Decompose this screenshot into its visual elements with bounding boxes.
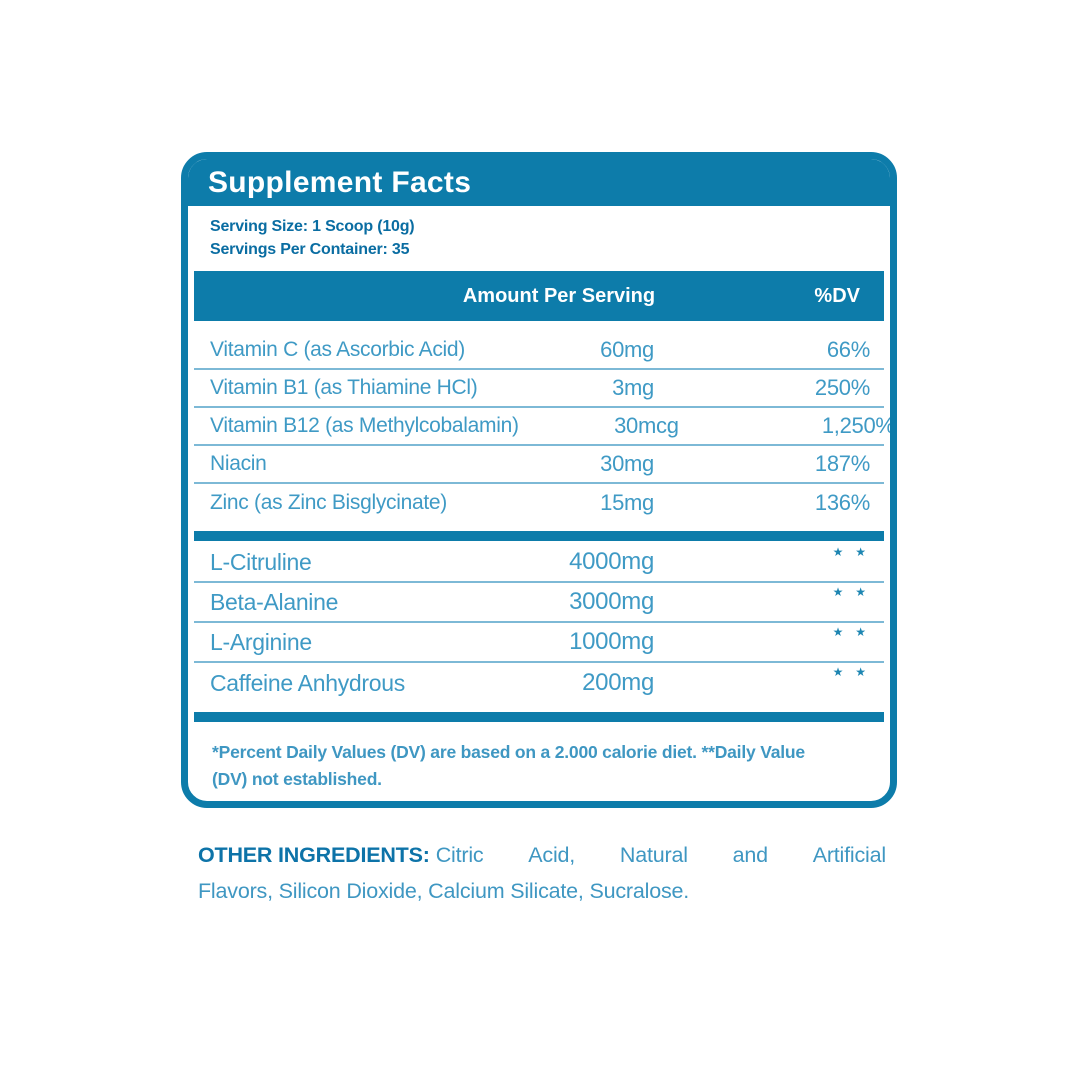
table-row: L-Arginine 1000mg ★ ★ [194,623,884,663]
ingredient-amount: 30mg [600,451,654,476]
dv-not-established-stars: ★ ★ [832,625,870,639]
ingredient-name: L-Citruline [210,548,312,575]
ingredient-name: Beta-Alanine [210,588,339,615]
amount-per-serving-header: Amount Per Serving [462,284,656,307]
ingredient-amount: 4000mg [569,548,654,575]
servings-per-container: Servings Per Container: 35 [210,241,410,258]
daily-value-footnote: *Percent Daily Values (DV) are based on … [188,722,890,793]
ingredient-dv: 187% [814,451,870,476]
panel-title-band: Supplement Facts [188,159,890,206]
ingredient-amount: 15mg [600,490,654,515]
footnote-line: *Percent Daily Values (DV) are based on … [212,742,805,762]
section-divider [194,712,884,722]
ingredient-amount: 3000mg [569,588,654,615]
ingredient-dv: 1,250% [821,413,895,438]
other-ingredients: OTHER INGREDIENTS: Citric Acid, Natural and… [198,837,886,909]
dv-not-established-stars: ★ ★ [832,585,870,599]
table-row: Caffeine Anhydrous 200mg ★ ★ [194,663,884,703]
table-row: Vitamin B12 (as Methylcobalamin) 30mcg 1… [194,408,890,446]
other-ingredients-text: Citric Acid, Natural and Artificial [435,843,886,867]
ingredient-name: Vitamin C (as Ascorbic Acid) [210,338,465,361]
column-header-bar: Amount Per Serving %DV [194,271,884,321]
actives-section: L-Citruline 4000mg ★ ★ Beta-Alanine 3000… [194,543,884,703]
table-row: Zinc (as Zinc Bisglycinate) 15mg 136% [194,484,884,522]
ingredient-amount: 3mg [612,375,654,400]
table-row: L-Citruline 4000mg ★ ★ [194,543,884,583]
table-row: Vitamin B1 (as Thiamine HCl) 3mg 250% [194,370,884,408]
table-row: Beta-Alanine 3000mg ★ ★ [194,583,884,623]
percent-dv-header: %DV [814,284,860,307]
serving-info: Serving Size: 1 Scoop (10g) Servings Per… [188,206,890,269]
supplement-facts-panel: Supplement Facts Serving Size: 1 Scoop (… [181,152,897,808]
other-ingredients-line2: Flavors, Silicon Dioxide, Calcium Silica… [198,879,690,903]
ingredient-name: Caffeine Anhydrous [210,669,405,696]
serving-size: Serving Size: 1 Scoop (10g) [210,218,415,235]
section-divider [194,531,884,541]
other-ingredients-label: OTHER INGREDIENTS: [198,843,430,867]
ingredient-name: Niacin [210,452,267,475]
ingredient-name: L-Arginine [210,628,312,655]
panel-title: Supplement Facts [208,165,472,199]
ingredient-dv: 136% [814,490,870,515]
ingredient-amount: 60mg [600,337,654,362]
ingredient-amount: 1000mg [569,628,654,655]
ingredient-name: Vitamin B12 (as Methylcobalamin) [210,414,519,437]
vitamins-section: Vitamin C (as Ascorbic Acid) 60mg 66% Vi… [194,332,890,522]
ingredient-name: Zinc (as Zinc Bisglycinate) [210,491,447,514]
dv-not-established-stars: ★ ★ [832,665,870,679]
ingredient-dv: 250% [814,375,870,400]
table-row: Vitamin C (as Ascorbic Acid) 60mg 66% [194,332,884,370]
other-ingredients-line1: OTHER INGREDIENTS: Citric Acid, Natural and… [198,837,886,873]
ingredient-dv: 66% [826,337,870,362]
ingredient-name: Vitamin B1 (as Thiamine HCl) [210,376,478,399]
ingredient-amount: 30mcg [614,413,679,438]
dv-not-established-stars: ★ ★ [832,545,870,559]
ingredient-amount: 200mg [582,669,654,696]
table-row: Niacin 30mg 187% [194,446,884,484]
footnote-line: (DV) not established. [212,769,382,789]
